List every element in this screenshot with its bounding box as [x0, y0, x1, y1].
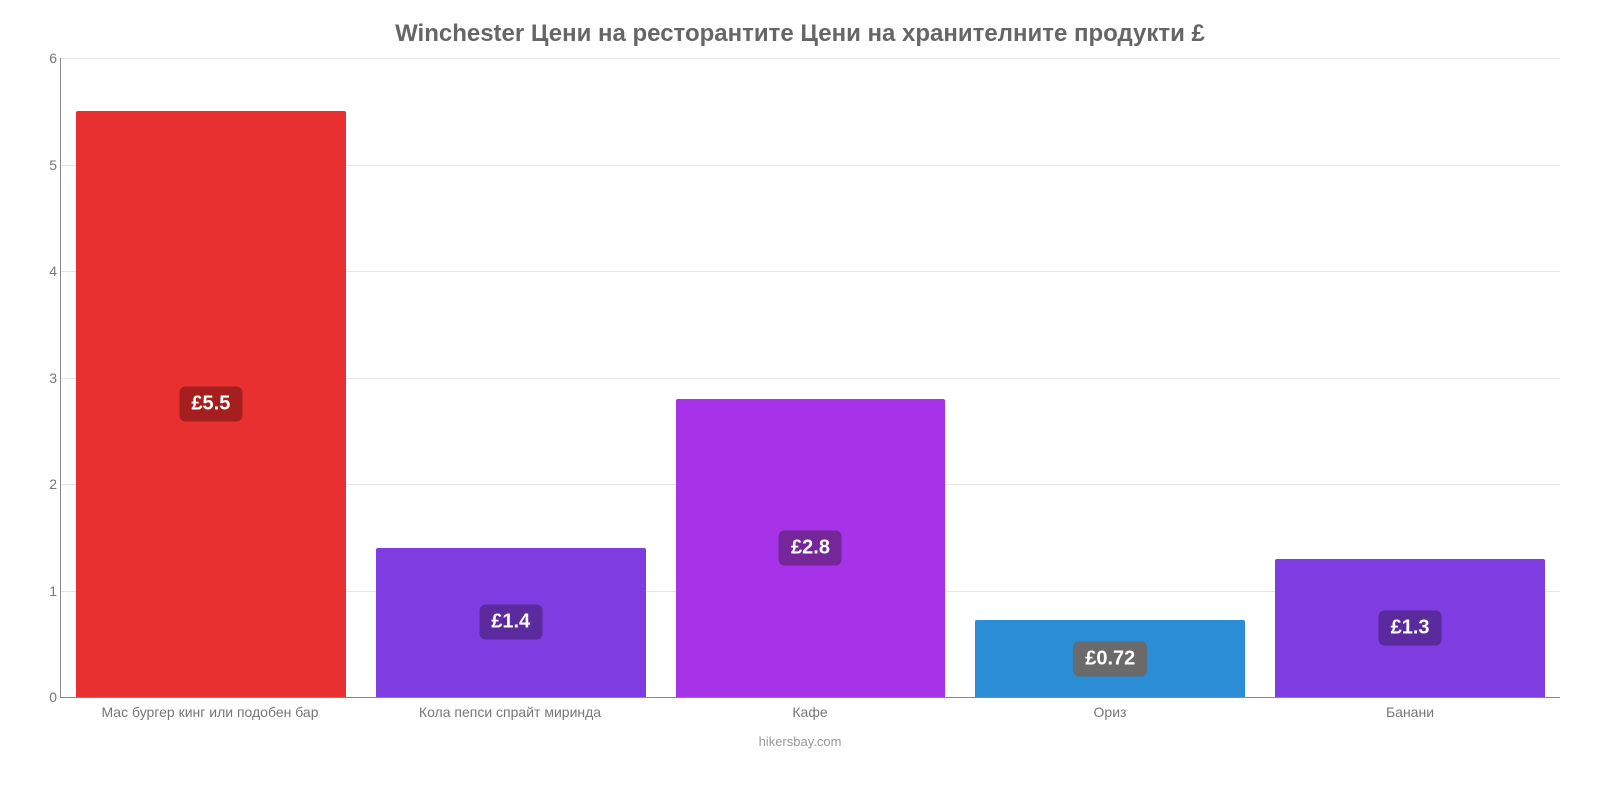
bar-slot: £2.8	[661, 58, 961, 697]
bar-slot: £1.4	[361, 58, 661, 697]
bar-value-label: £0.72	[1073, 641, 1147, 676]
x-tick-label: Кола пепси спрайт миринда	[360, 698, 660, 720]
bar-slot: £5.5	[61, 58, 361, 697]
x-axis-labels: Мас бургер кинг или подобен барКола пепс…	[60, 698, 1560, 720]
bar-value-label: £1.3	[1379, 610, 1442, 645]
bar-value-label: £5.5	[179, 387, 242, 422]
x-tick-label: Кафе	[660, 698, 960, 720]
x-tick-label: Мас бургер кинг или подобен бар	[60, 698, 360, 720]
y-tick-label: 4	[33, 263, 57, 279]
chart-footer: hikersbay.com	[30, 734, 1570, 749]
chart-title: Winchester Цени на ресторантите Цени на …	[30, 20, 1570, 48]
bar-value-label: £1.4	[479, 605, 542, 640]
bars-group: £5.5 £1.4 £2.8 £0.72 £1.3	[61, 58, 1560, 697]
bar-slot: £0.72	[960, 58, 1260, 697]
chart-container: Winchester Цени на ресторантите Цени на …	[0, 0, 1600, 800]
bar: £1.4	[376, 548, 646, 697]
y-tick-label: 0	[33, 689, 57, 705]
bar: £1.3	[1275, 559, 1545, 697]
bar-slot: £1.3	[1260, 58, 1560, 697]
x-tick-label: Ориз	[960, 698, 1260, 720]
y-tick-label: 1	[33, 583, 57, 599]
bar-value-label: £2.8	[779, 530, 842, 565]
y-tick-label: 3	[33, 370, 57, 386]
x-tick-label: Банани	[1260, 698, 1560, 720]
bar: £5.5	[76, 111, 346, 697]
plot-area: 0123456 £5.5£1.4£2.8£0.72£1.3	[60, 58, 1560, 698]
bar: £2.8	[676, 399, 946, 697]
bar: £0.72	[975, 620, 1245, 697]
y-tick-label: 5	[33, 157, 57, 173]
y-tick-label: 6	[33, 50, 57, 66]
y-tick-label: 2	[33, 476, 57, 492]
